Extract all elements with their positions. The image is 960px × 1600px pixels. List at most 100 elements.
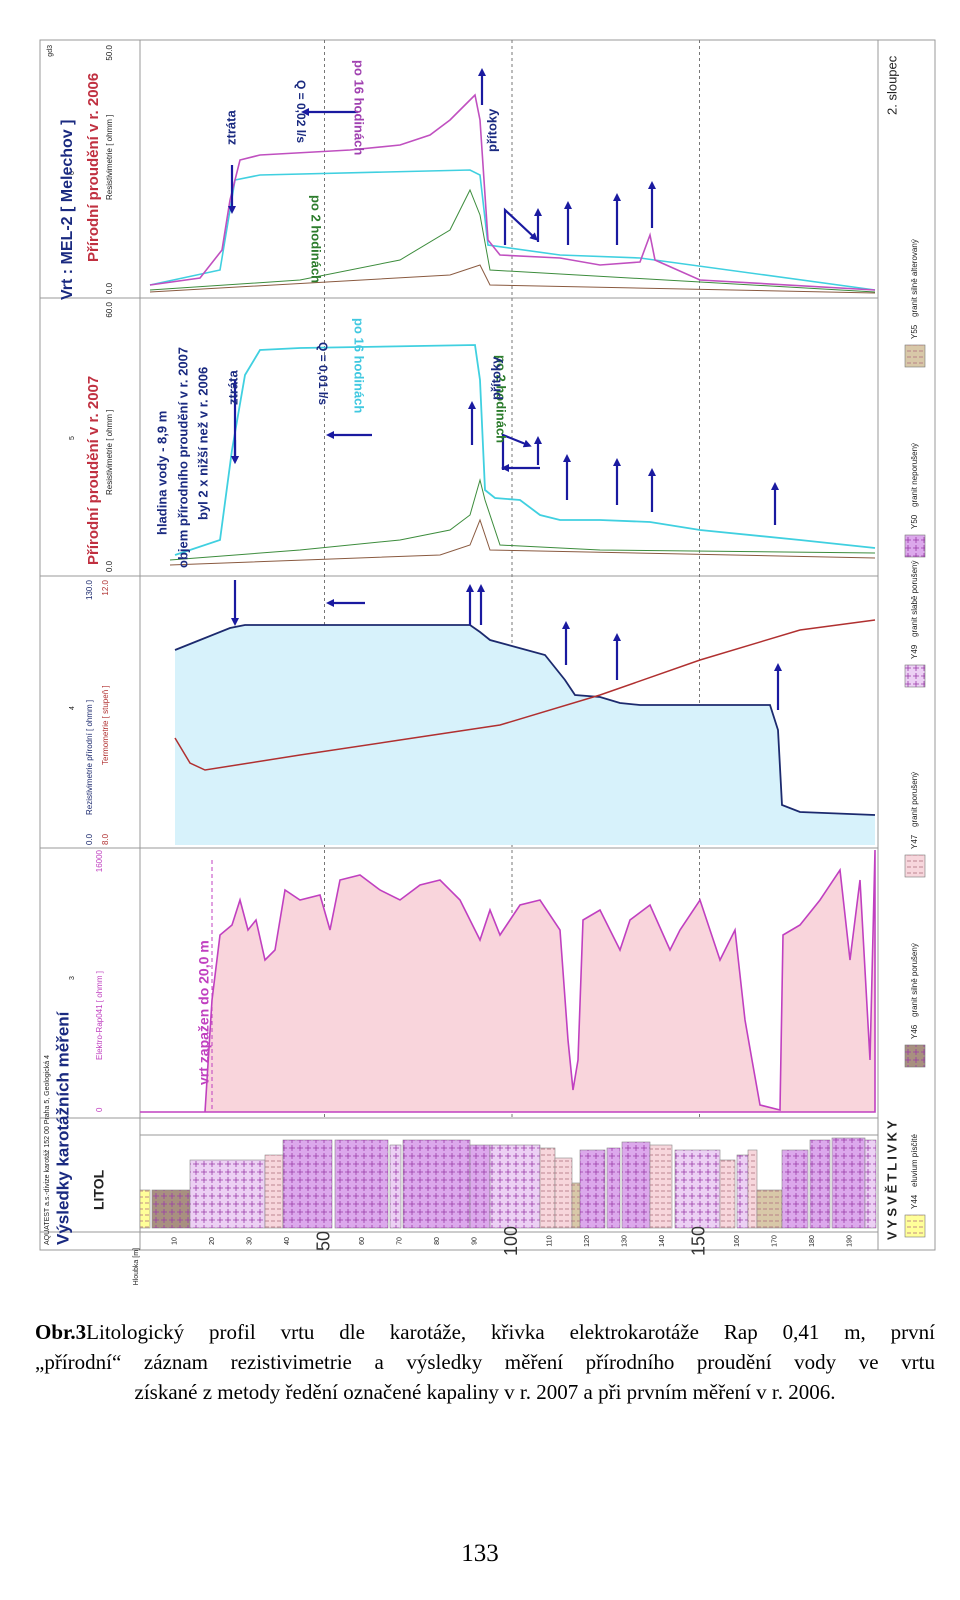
depth-label: 40	[284, 1237, 291, 1245]
well-title: Vrt : MEL-2 [ Melechov ]	[59, 120, 76, 300]
flow-2006-title: Přírodní proudění v r. 2006	[85, 73, 102, 262]
annotation: Q = 0,02 l/s	[294, 80, 308, 143]
depth-label: 110	[546, 1235, 553, 1246]
legend-label: granit silně alterovaný	[910, 239, 919, 317]
lithology-pattern	[832, 1138, 865, 1228]
legend-swatch-pattern	[905, 1215, 925, 1237]
flow-2007-label: Resistivimetrie [ ohmm ]	[105, 410, 114, 495]
legend-swatch-pattern	[905, 665, 925, 687]
legend-swatch-pattern	[905, 1045, 925, 1067]
lithology-pattern	[152, 1190, 190, 1228]
figure: 10 20 30 40 60 70 80 90 110 120 130 140 160 170 180 190…	[39, 39, 936, 1285]
flow-2006-max: 50.0	[105, 44, 114, 60]
flow-2007-title: Přírodní proudění v r. 2007	[85, 376, 102, 565]
caption-line: „přírodní“ záznam rezistivimetrie a výsl…	[35, 1350, 935, 1374]
legend	[904, 344, 926, 1238]
legend-label: granit slabě porušený	[910, 561, 919, 638]
lithology-pattern	[675, 1150, 720, 1228]
lithology-pattern	[580, 1150, 605, 1228]
flow-2006-min: 0.0	[105, 282, 114, 294]
company: AQUATEST a.s.-divize karotáž 152 00 Prah…	[44, 1055, 51, 1245]
depth-label: 140	[659, 1235, 666, 1247]
lithology-pattern	[607, 1148, 620, 1228]
column-number: 5	[69, 436, 76, 440]
flow-2006-label: Resistivimetrie [ ohmm ]	[105, 115, 114, 200]
resistivity-fill	[175, 625, 875, 845]
rap-min: 0	[95, 1107, 104, 1112]
depth-label: 120	[584, 1235, 591, 1247]
flow-2006-brown	[149, 264, 876, 294]
res-min: 0.0	[85, 833, 94, 845]
litol-label: LITOL	[91, 1169, 107, 1210]
lithology-pattern	[190, 1160, 265, 1228]
depth-label: 160	[734, 1235, 741, 1247]
lithology-pattern	[403, 1140, 470, 1228]
depth-label-major: 50	[313, 1231, 333, 1251]
legend-code: Y46	[910, 1024, 919, 1039]
legend-swatch-pattern	[905, 535, 925, 557]
lithology-pattern	[737, 1155, 748, 1228]
annotation: přítoky	[484, 108, 499, 152]
caption-line: Obr.3Litologický profil vrtu dle karotáž…	[35, 1319, 935, 1345]
column-number: 4	[69, 706, 76, 710]
annotation: hladina vody - 8,9 m	[154, 411, 169, 535]
thermometry-curve	[174, 619, 876, 771]
annotation: objem přírodního proudění v r. 2007	[175, 347, 190, 568]
annotation: po 16 hodinách	[352, 318, 367, 413]
depth-label-major: 100	[501, 1226, 521, 1256]
legend-code: Y50	[910, 514, 919, 529]
depth-label: 80	[434, 1237, 441, 1245]
flow-2007-max: 60.0	[105, 301, 114, 317]
legend-title: VYSVĚTLIVKY	[884, 1117, 899, 1240]
figure-title: Výsledky karotážních měření	[53, 1010, 72, 1245]
lithology-pattern	[622, 1142, 650, 1228]
flow-2006-magenta	[149, 93, 876, 291]
caption-text: Litologický profil vrtu dle karotáže, kř…	[86, 1320, 935, 1344]
lithology-pattern	[470, 1145, 490, 1228]
depth-label: 20	[209, 1237, 216, 1245]
lithology-pattern	[572, 1183, 580, 1228]
annotation: po 2 hodinách	[309, 195, 324, 283]
page-number: 133	[461, 1540, 499, 1567]
flow-2007-green	[169, 478, 876, 561]
column-number: 6	[69, 171, 76, 175]
lithology-pattern	[283, 1140, 332, 1228]
lithology-pattern	[650, 1145, 672, 1228]
annotation: byl 2 x nižší než v r. 2006	[195, 367, 210, 520]
column-number: 3	[69, 976, 76, 980]
rap-curve	[140, 849, 876, 1113]
annotation: po 16 hodinách	[352, 60, 367, 155]
lithology-pattern	[748, 1150, 757, 1228]
lithology-pattern	[720, 1160, 735, 1228]
legend-label: eluvium písčité	[910, 1134, 919, 1187]
lithology-pattern	[265, 1155, 283, 1228]
depth-label: 70	[396, 1237, 403, 1245]
flow-2006-cyan	[149, 169, 876, 291]
legend-swatch-pattern	[905, 345, 925, 367]
legend-swatch-pattern	[905, 855, 925, 877]
annotation: ztráta	[223, 110, 238, 145]
caption-label: Obr.3	[35, 1320, 87, 1344]
legend-code: Y55	[910, 324, 919, 339]
figure-code: gd3	[47, 45, 54, 57]
legend-code: Y47	[910, 834, 919, 849]
legend-label: granit neporušený	[910, 443, 919, 507]
legend-code: Y49	[910, 644, 919, 659]
flow-2007-brown	[169, 518, 876, 566]
depth-label: 30	[246, 1237, 253, 1245]
annotation: 2. sloupec	[884, 55, 899, 115]
flow-2006-green	[149, 188, 876, 293]
lithology	[139, 1137, 877, 1229]
lithology-pattern	[140, 1190, 150, 1228]
flow-2007-cyan	[174, 344, 876, 556]
depth-label: 190	[846, 1235, 853, 1247]
res-label: Rezistivimetrie přírodní [ ohmm ]	[85, 700, 94, 815]
legend-label: granit silně porušený	[910, 943, 919, 1017]
depth-label: 130	[621, 1235, 628, 1247]
annotation: vrt zapažen do 20,0 m	[196, 940, 212, 1085]
arrows	[228, 68, 782, 710]
lithology-pattern	[810, 1140, 830, 1228]
res-max: 130.0	[85, 579, 94, 600]
lithology-pattern	[540, 1148, 555, 1228]
thermo-label: Termometrie [ stupeň ]	[101, 685, 110, 765]
